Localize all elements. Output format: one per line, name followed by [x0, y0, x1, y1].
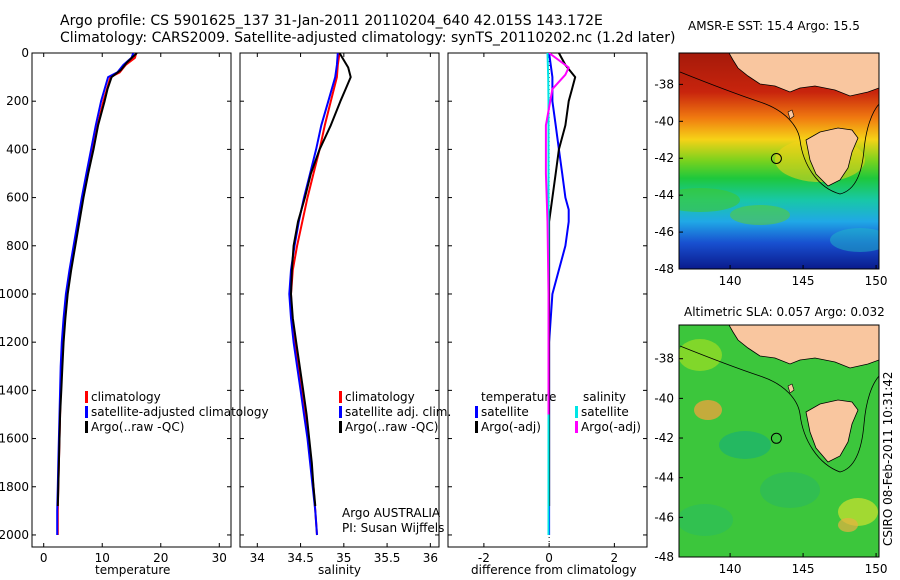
sst-map — [679, 53, 879, 269]
depth-tick-label: 1200 — [0, 335, 29, 349]
sst_map-xtick-label: 145 — [792, 274, 815, 288]
depth-tick-label: 2000 — [0, 528, 29, 542]
sla-map — [679, 325, 879, 557]
argo-float-owner: Argo AUSTRALIA — [342, 506, 441, 520]
salinity-axis-label: salinity — [318, 563, 362, 577]
salinity-series-satellite-adj-clim- — [288, 53, 339, 536]
sst_map-ytick-label: -44 — [654, 188, 674, 202]
sla_map-ytick-label: -48 — [654, 550, 674, 564]
figure-title-line-2: Climatology: CARS2009. Satellite-adjuste… — [60, 30, 676, 46]
difference-xtick-label: 0 — [545, 551, 553, 565]
sst_map-ytick-label: -40 — [654, 114, 674, 128]
difference-axis-label: difference from climatology — [471, 563, 637, 577]
difference-series-temperature-satellite — [548, 53, 570, 535]
difference-series-salinity-argo-adj- — [544, 53, 570, 415]
salinity-xtick-label: 34.5 — [287, 551, 314, 565]
temp-legend-climatology: climatology — [91, 390, 161, 404]
sla-map-title: Altimetric SLA: 0.057 Argo: 0.032 — [684, 305, 885, 319]
temperature-xtick-label: 10 — [95, 551, 110, 565]
sal-legend-climatology: climatology — [345, 390, 415, 404]
depth-tick-label: 1800 — [0, 480, 29, 494]
depth-tick-label: 1600 — [0, 432, 29, 446]
depth-tick-label: 800 — [6, 239, 29, 253]
legend-swatch-argo — [475, 421, 478, 433]
depth-tick-label: 400 — [6, 142, 29, 156]
sla_map-xtick-label: 145 — [792, 562, 815, 576]
difference-xtick-label: 2 — [611, 551, 619, 565]
salinity-xtick-label: 35.5 — [374, 551, 401, 565]
tasmania — [805, 127, 859, 187]
depth-tick-label: 200 — [6, 94, 29, 108]
legend-swatch-satellite — [339, 406, 342, 418]
temperature-xtick-label: 20 — [153, 551, 168, 565]
salinity-xtick-label: 34 — [250, 551, 265, 565]
salinity-series-argo-raw-qc- — [290, 53, 352, 507]
legend-swatch-argo — [339, 421, 342, 433]
sla_map-ytick-label: -42 — [654, 431, 674, 445]
sst_map-ytick-label: -38 — [654, 77, 674, 91]
diff-legend-sal-satellite: satellite — [581, 405, 629, 419]
sst-argo-marker — [770, 153, 782, 164]
sal-legend-argo: Argo(..raw -QC) — [345, 420, 439, 434]
sla_map-ytick-label: -40 — [654, 391, 674, 405]
mainland-australia — [728, 53, 879, 97]
legend-swatch-sal_argo — [575, 421, 578, 433]
diff-legend-temp-argo: Argo(-adj) — [481, 420, 541, 434]
legend-swatch-climatology — [85, 391, 88, 403]
legend-swatch-argo — [85, 421, 88, 433]
sla_map-xtick-label: 150 — [865, 562, 888, 576]
salinity-series-climatology — [290, 53, 341, 536]
salinity-xtick-label: 36 — [423, 551, 438, 565]
argo-float-pi: PI: Susan Wijffels — [342, 521, 445, 535]
depth-tick-label: 1400 — [0, 383, 29, 397]
sla-mainland — [728, 325, 879, 369]
sst_map-ytick-label: -42 — [654, 151, 674, 165]
temperature-panel — [31, 52, 232, 548]
sla-tasmania — [805, 399, 859, 463]
legend-swatch-satellite — [85, 406, 88, 418]
sla_map-ytick-label: -38 — [654, 352, 674, 366]
depth-tick-label: 600 — [6, 191, 29, 205]
sst_map-xtick-label: 150 — [865, 274, 888, 288]
diff-legend-sal-argo: Argo(-adj) — [581, 420, 641, 434]
temperature-series-argo-raw-qc- — [56, 53, 138, 507]
sst_map-xtick-label: 140 — [719, 274, 742, 288]
salinity-xtick-label: 35 — [336, 551, 351, 565]
sla_map-ytick-label: -46 — [654, 510, 674, 524]
temperature-series-climatology — [56, 53, 138, 535]
difference-xtick-label: -2 — [478, 551, 490, 565]
sal-legend-satellite: satellite adj. clim. — [345, 405, 452, 419]
sla_map-ytick-label: -44 — [654, 471, 674, 485]
diff-legend-salinity-title: salinity — [583, 390, 627, 404]
temperature-axis-label: temperature — [95, 563, 171, 577]
depth-tick-label: 0 — [21, 46, 29, 60]
sst-map-title: AMSR-E SST: 15.4 Argo: 15.5 — [688, 19, 860, 33]
sla-argo-marker — [770, 432, 782, 444]
salinity-panel — [239, 52, 440, 548]
sst_map-ytick-label: -48 — [654, 262, 674, 276]
difference-series-temperature-argo-adj- — [548, 53, 577, 506]
temperature-xtick-label: 0 — [40, 551, 48, 565]
depth-tick-label: 1000 — [0, 287, 29, 301]
temperature-xtick-label: 30 — [212, 551, 227, 565]
legend-swatch-sal_sat — [575, 406, 578, 418]
sst_map-ytick-label: -46 — [654, 225, 674, 239]
sla_map-xtick-label: 140 — [719, 562, 742, 576]
diff-legend-temp-satellite: satellite — [481, 405, 529, 419]
diff-legend-temperature-title: temperature — [481, 390, 557, 404]
temp-legend-argo: Argo(..raw -QC) — [91, 420, 185, 434]
temp-legend-satellite: satellite-adjusted climatology — [91, 405, 269, 419]
figure-title-line-1: Argo profile: CS 5901625_137 31-Jan-2011… — [60, 13, 603, 29]
legend-swatch-satellite — [475, 406, 478, 418]
legend-swatch-climatology — [339, 391, 342, 403]
